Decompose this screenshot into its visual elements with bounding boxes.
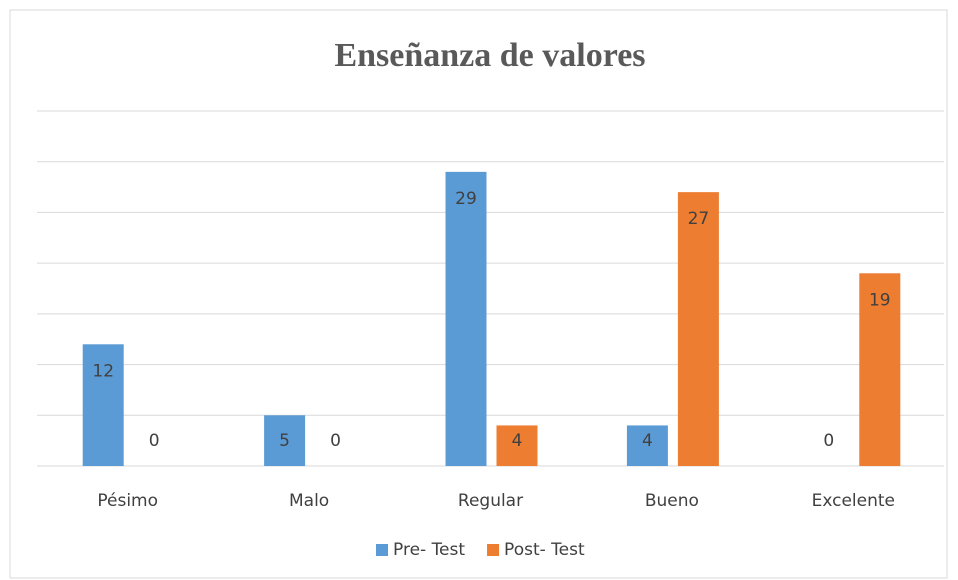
x-tick-label: Pésimo bbox=[97, 491, 158, 511]
data-label: 4 bbox=[642, 431, 653, 451]
bar bbox=[496, 425, 538, 466]
x-tick-label: Malo bbox=[289, 491, 329, 511]
legend-swatch bbox=[487, 544, 500, 556]
data-label: 27 bbox=[688, 209, 710, 229]
data-label: 12 bbox=[92, 361, 114, 381]
data-label: 0 bbox=[149, 431, 160, 451]
bar bbox=[445, 171, 487, 466]
bar bbox=[677, 192, 719, 466]
bar bbox=[626, 425, 668, 466]
legend-label: Post- Test bbox=[504, 540, 585, 560]
data-label: 29 bbox=[455, 189, 477, 209]
data-label: 5 bbox=[279, 431, 290, 451]
data-label: 4 bbox=[512, 431, 523, 451]
bar bbox=[82, 344, 124, 466]
legend-label: Pre- Test bbox=[393, 540, 465, 560]
data-label: 0 bbox=[823, 431, 834, 451]
bar bbox=[264, 415, 306, 466]
x-tick-label: Bueno bbox=[645, 491, 699, 511]
legend-swatch bbox=[376, 544, 388, 556]
chart-title: Enseñanza de valores bbox=[334, 37, 645, 74]
x-tick-label: Excelente bbox=[812, 491, 895, 511]
data-label: 19 bbox=[869, 290, 891, 310]
x-tick-label: Regular bbox=[458, 491, 523, 511]
bar bbox=[859, 273, 901, 466]
data-label: 0 bbox=[330, 431, 341, 451]
